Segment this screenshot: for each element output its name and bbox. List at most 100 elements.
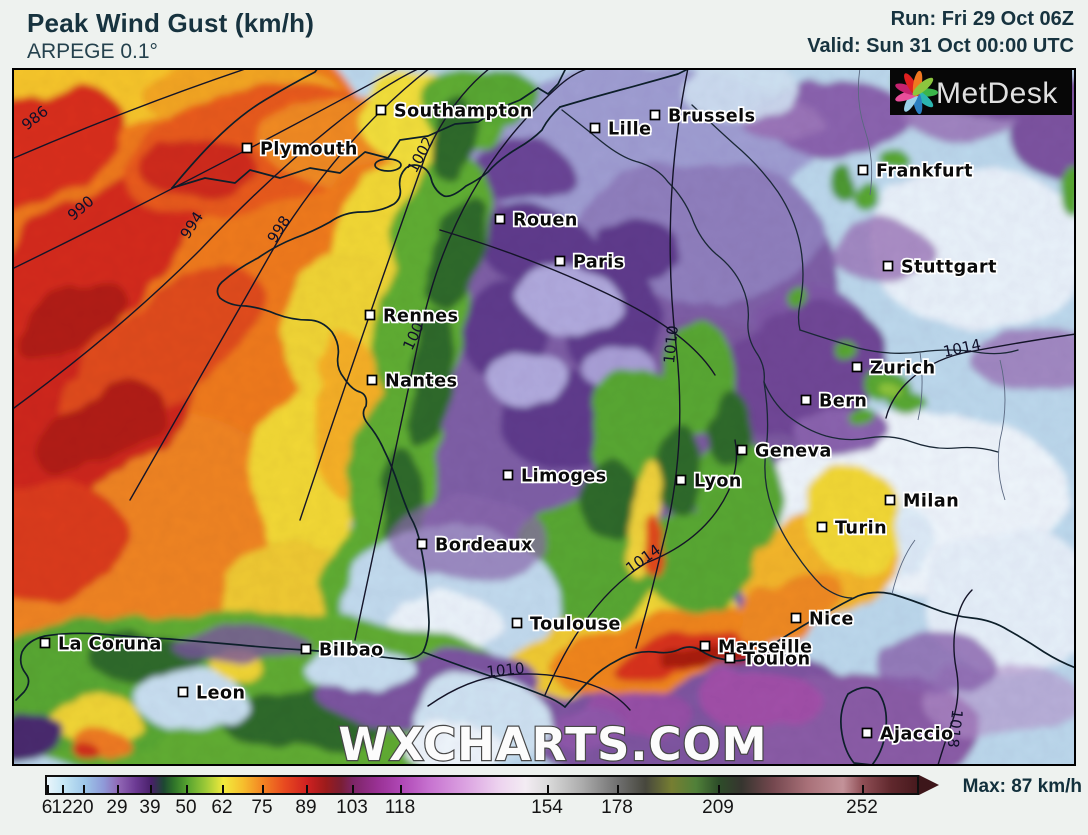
isobar-label: 1010 [660,325,682,365]
city-label: Geneva [755,442,832,462]
city-marker [857,164,869,176]
field-texture [13,69,1075,765]
city-marker [800,394,812,406]
city-marker-group: Frankfurt [857,160,974,183]
colorbar-tick [862,785,864,793]
city-label: Bilbao [319,641,384,661]
city-label: Paris [573,253,625,273]
city-marker [554,255,566,267]
colorbar-tick [47,785,49,793]
city-marker-group: La Coruna [39,633,163,656]
city-marker-group: Rennes [364,305,460,328]
colorbar-tick-label: 12 [51,797,73,818]
admin-borders [857,69,1006,595]
city-label: Turin [835,519,887,539]
city-label: Rennes [383,307,459,327]
isobar-label: 1018 [944,709,967,749]
colorbar [45,775,919,795]
colorbar-tick [718,785,720,793]
city-label: Marseille [718,638,813,658]
city-marker-group: Brussels [649,105,757,128]
colorbar-tick [262,785,264,793]
city-marker [364,309,376,321]
model-subtitle: ARPEGE 0.1° [27,40,158,63]
colorbar-tick [62,785,64,793]
colorbar-tick [617,785,619,793]
watermark: WXCHARTS.COM [338,718,767,771]
city-marker-group: Ajaccio [861,723,955,746]
city-marker [494,213,506,225]
city-marker [699,640,711,652]
city-marker [39,637,51,649]
city-label: Lille [608,120,652,140]
max-gust-label: Max: 87 km/h [962,776,1082,797]
city-marker-group: Milan [884,490,960,513]
city-label: Frankfurt [876,162,973,182]
city-marker-group: Bern [800,390,868,413]
colorbar-tick-label: 209 [702,797,734,818]
colorbar-tick [150,785,152,793]
isobar-label: 1010 [486,659,526,681]
city-label: Plymouth [260,140,358,160]
city-marker [882,260,894,272]
city-label: Southampton [394,102,533,122]
city-label: Lyon [694,472,742,492]
colorbar-tick-label: 29 [106,797,128,818]
city-label: Bern [819,392,867,412]
city-marker [649,109,661,121]
city-marker [736,444,748,456]
city-marker [300,643,312,655]
city-label: Milan [903,492,959,512]
city-label: Toulon [743,650,811,670]
city-marker-group: Marseille [699,636,814,659]
city-label: Zurich [870,359,936,379]
city-marker-group: Toulon [724,648,812,671]
colorbar-tick [117,785,119,793]
colorbar-tick-label: 154 [531,797,563,818]
colorbar-tick-label: 103 [336,797,368,818]
city-marker-group: Geneva [736,440,833,463]
colorbar-tick [306,785,308,793]
colorbar-tick [222,785,224,793]
city-marker [851,361,863,373]
city-label: Limoges [521,467,607,487]
city-marker-group: Limoges [502,465,608,488]
colorbar-tick [186,785,188,793]
pinwheel-petal [912,77,934,96]
city-marker [790,612,802,624]
city-marker-group: Southampton [375,100,534,123]
city-marker [375,104,387,116]
city-marker-group: Rouen [494,209,579,232]
colorbar-tick [547,785,549,793]
city-marker [241,142,253,154]
city-marker [177,686,189,698]
colorbar-tick-label: 75 [251,797,273,818]
city-label: Stuttgart [901,258,997,278]
city-marker-group: Toulouse [511,613,622,636]
city-label: Bordeaux [435,536,533,556]
metdesk-pinwheel-icon [895,70,938,115]
city-marker [816,521,828,533]
city-marker [861,727,873,739]
city-marker [502,469,514,481]
valid-label: Valid: Sun 31 Oct 00:00 UTC [807,35,1074,57]
colorbar-arrow [919,775,939,795]
colorbar-tick-label: 50 [175,797,197,818]
city-marker-group: Plymouth [241,138,359,161]
city-marker-group: Paris [554,251,626,274]
coastlines [15,69,1075,765]
logo-text: MetDesk [936,77,1058,110]
city-label: Brussels [668,107,756,127]
city-marker-group: Nice [790,608,855,631]
page-title: Peak Wind Gust (km/h) [27,8,315,38]
city-marker-group: Zurich [851,357,937,380]
city-label: Ajaccio [880,725,954,745]
isobar-lines [13,69,1075,765]
colorbar-tick [83,785,85,793]
city-marker-group: Lille [589,118,653,141]
city-marker-group: Turin [816,517,888,540]
city-label: Leon [196,684,246,704]
city-label: Toulouse [530,615,621,635]
city-marker [511,617,523,629]
